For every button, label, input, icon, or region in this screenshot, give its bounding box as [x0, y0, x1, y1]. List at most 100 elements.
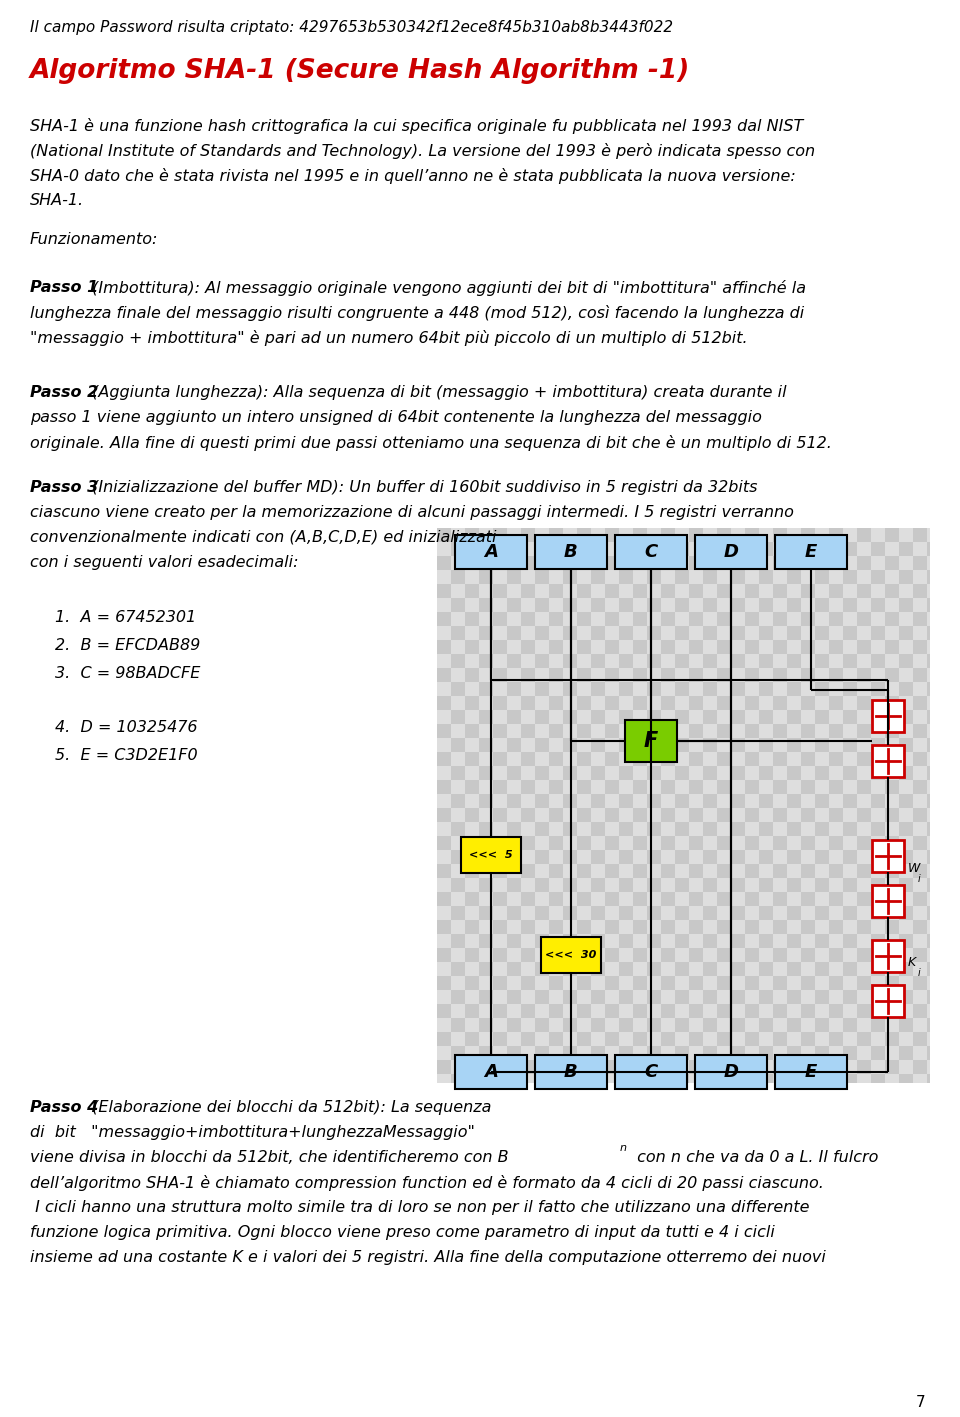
Bar: [437, 682, 451, 696]
Bar: [745, 1017, 759, 1032]
Bar: [927, 640, 930, 655]
Bar: [647, 779, 661, 794]
Bar: [605, 1017, 619, 1032]
Bar: [899, 626, 913, 640]
Bar: [801, 934, 815, 948]
Bar: [535, 655, 549, 667]
Bar: [549, 1032, 563, 1046]
Bar: [465, 905, 479, 920]
Bar: [745, 879, 759, 891]
Bar: [619, 1032, 633, 1046]
Bar: [563, 612, 577, 626]
Bar: [913, 879, 927, 891]
Bar: [885, 990, 899, 1005]
Bar: [899, 879, 913, 891]
FancyBboxPatch shape: [872, 886, 904, 917]
Bar: [829, 667, 843, 682]
Bar: [451, 598, 465, 612]
Bar: [857, 682, 871, 696]
Text: E: E: [804, 1063, 817, 1081]
Bar: [451, 1046, 465, 1060]
Bar: [871, 962, 885, 976]
Bar: [605, 822, 619, 836]
Bar: [619, 529, 633, 541]
Bar: [801, 767, 815, 779]
Bar: [885, 752, 899, 767]
Bar: [703, 1017, 717, 1032]
Bar: [899, 682, 913, 696]
Bar: [605, 891, 619, 905]
Text: lunghezza finale del messaggio risulti congruente a 448 (mod 512), così facendo : lunghezza finale del messaggio risulti c…: [30, 305, 804, 322]
Text: (Elaborazione dei blocchi da 512bit): La sequenza: (Elaborazione dei blocchi da 512bit): La…: [87, 1100, 492, 1115]
Bar: [913, 555, 927, 570]
Bar: [843, 626, 857, 640]
Bar: [857, 879, 871, 891]
Bar: [465, 962, 479, 976]
Bar: [857, 1060, 871, 1074]
Bar: [591, 710, 605, 724]
Bar: [521, 794, 535, 808]
Bar: [521, 710, 535, 724]
Bar: [661, 1046, 675, 1060]
Bar: [661, 879, 675, 891]
Text: Funzionamento:: Funzionamento:: [30, 232, 158, 247]
Bar: [577, 584, 591, 598]
Bar: [871, 738, 885, 752]
Bar: [759, 976, 773, 990]
Bar: [661, 779, 675, 794]
Bar: [451, 1032, 465, 1046]
Bar: [885, 767, 899, 779]
Bar: [703, 948, 717, 962]
Bar: [675, 1046, 689, 1060]
Bar: [605, 1032, 619, 1046]
Bar: [759, 667, 773, 682]
Bar: [815, 850, 829, 864]
Bar: [689, 682, 703, 696]
Bar: [689, 667, 703, 682]
Bar: [465, 598, 479, 612]
Bar: [479, 1074, 493, 1083]
Bar: [829, 990, 843, 1005]
Bar: [745, 724, 759, 738]
Bar: [871, 710, 885, 724]
Bar: [787, 767, 801, 779]
Bar: [479, 541, 493, 555]
Bar: [591, 612, 605, 626]
Bar: [535, 598, 549, 612]
Bar: [815, 794, 829, 808]
Bar: [843, 655, 857, 667]
Bar: [913, 724, 927, 738]
Bar: [703, 794, 717, 808]
Bar: [857, 934, 871, 948]
Bar: [479, 948, 493, 962]
Bar: [591, 879, 605, 891]
Bar: [661, 934, 675, 948]
Bar: [843, 794, 857, 808]
Bar: [675, 1074, 689, 1083]
Bar: [689, 891, 703, 905]
Bar: [549, 905, 563, 920]
Bar: [759, 879, 773, 891]
Bar: [577, 570, 591, 584]
Bar: [661, 962, 675, 976]
FancyBboxPatch shape: [455, 1056, 527, 1090]
Bar: [885, 1017, 899, 1032]
Bar: [661, 584, 675, 598]
Bar: [619, 584, 633, 598]
Bar: [703, 529, 717, 541]
Bar: [773, 752, 787, 767]
Bar: [885, 1005, 899, 1017]
Bar: [675, 626, 689, 640]
Bar: [829, 584, 843, 598]
Text: 7: 7: [916, 1394, 925, 1410]
Bar: [913, 948, 927, 962]
Bar: [857, 864, 871, 879]
Bar: [493, 934, 507, 948]
Bar: [913, 570, 927, 584]
Bar: [703, 905, 717, 920]
Bar: [605, 752, 619, 767]
Text: Passo 3: Passo 3: [30, 480, 98, 495]
Bar: [591, 962, 605, 976]
Text: W: W: [908, 862, 921, 874]
Bar: [437, 891, 451, 905]
